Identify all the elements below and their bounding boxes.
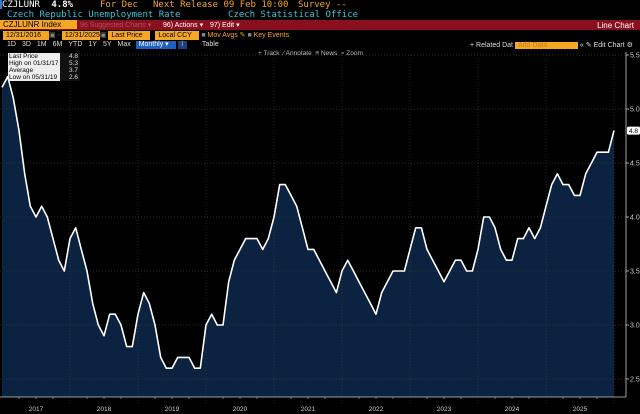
zoom-button[interactable]: ⌕ Zoom: [340, 50, 363, 57]
related-data-button[interactable]: + Related Dat: [470, 42, 513, 49]
mov-avgs-label: Mov Avgs: [207, 32, 238, 39]
legend-label: High on 01/31/17: [8, 60, 60, 67]
legend-label: Last Price: [8, 53, 60, 60]
pencil-icon[interactable]: ✎: [237, 32, 248, 39]
track-button[interactable]: + Track: [258, 50, 280, 57]
x-tick-label: 2020: [233, 406, 248, 413]
x-tick-label: 2022: [369, 406, 384, 413]
table-button[interactable]: Table: [202, 41, 219, 48]
chart-icon[interactable]: ⌇: [177, 41, 188, 49]
range-6m[interactable]: 6M: [52, 41, 63, 48]
chart-legend: Last Price 4.8 High on 01/31/17 5.3 Averag…: [8, 53, 80, 81]
y-tick-label: 2.5: [630, 377, 640, 384]
end-date-input[interactable]: 12/31/2025: [61, 31, 100, 40]
x-tick-label: 2025: [573, 406, 588, 413]
legend-item: Low on 05/31/19 2.6: [8, 74, 80, 81]
legend-item: High on 01/31/17 5.3: [8, 60, 80, 67]
range-max[interactable]: Max: [117, 41, 131, 48]
x-tick-label: 2023: [437, 406, 452, 413]
series-line: [1, 75, 615, 370]
news-button[interactable]: ≡ News: [315, 50, 338, 57]
x-tick-label: 2024: [505, 406, 520, 413]
legend-value: 5.3: [68, 60, 78, 67]
suggested-charts-button[interactable]: 96 Suggested Charts ▾: [80, 22, 152, 29]
y-tick-label: 4.0: [630, 215, 640, 222]
key-events-label: Key Events: [253, 32, 290, 39]
y-tick-label: 5.5: [630, 53, 640, 60]
zoom-label: Zoom: [346, 50, 363, 57]
legend-item: Last Price 4.8: [8, 53, 80, 60]
next-release: Next Release 09 Feb 10:00: [153, 0, 289, 10]
ticker: CZJLUNR: [2, 0, 40, 10]
edit-chart-button[interactable]: ✎ Edit Chart: [585, 42, 625, 49]
y-tick-label: 5.0: [630, 107, 640, 114]
legend-label: Low on 05/31/19: [8, 74, 60, 81]
range-3d[interactable]: 3D: [21, 41, 31, 48]
action-bar: CZJLUNR Index 96 Suggested Charts ▾ 96) …: [0, 20, 640, 30]
area-fill: [2, 76, 615, 397]
field-select[interactable]: Last Price: [108, 31, 151, 40]
range-ytd[interactable]: YTD: [68, 41, 83, 48]
last-value-badge: [627, 126, 640, 135]
gear-icon[interactable]: ⚙: [626, 42, 633, 49]
collapse-icon[interactable]: «: [579, 42, 584, 49]
legend-value: 3.7: [68, 67, 78, 74]
period: For Dec: [100, 0, 138, 10]
legend-value: 4.8: [68, 53, 78, 60]
add-data-input[interactable]: Add Data: [514, 42, 578, 49]
x-tick-label: 2017: [29, 406, 44, 413]
security-field[interactable]: CZJLUNR Index: [0, 20, 77, 29]
x-tick-label: 2018: [97, 406, 112, 413]
legend-item: Average 3.7: [8, 67, 80, 74]
security-name: Czech Republic Unemployment Rate: [7, 10, 181, 20]
data-source: Czech Statistical Office: [228, 10, 359, 20]
last-value-label: 4.8: [629, 128, 638, 135]
currency-select[interactable]: Local CCY: [155, 31, 200, 40]
annotate-label: Annotate: [285, 50, 312, 57]
start-date-input[interactable]: 12/31/2016: [3, 31, 49, 40]
x-tick-label: 2021: [301, 406, 316, 413]
header-row: CZJLUNR 4.8%: [0, 0, 73, 10]
right-toolbar: + Related Dat Add Data « ✎ Edit Chart ⚙: [470, 41, 633, 49]
chart-type-label: Line Chart: [597, 21, 634, 30]
chart-tools: + Track ⁄ Annotate ≡ News ⌕ Zoom: [258, 50, 363, 57]
range-1y[interactable]: 1Y: [88, 41, 97, 48]
y-tick-label: 3.5: [630, 269, 640, 276]
range-row: 1D 3D 1M 6M YTD 1Y 5Y Max Monthly ▾ ⌇ Table: [4, 41, 222, 49]
news-label: News: [320, 50, 338, 57]
legend-value: 2.6: [68, 74, 78, 81]
survey: Survey --: [298, 0, 347, 10]
x-tick-label: 2019: [165, 406, 180, 413]
date-row: 12/31/2016 ▣ - 12/31/2025▣ Last Price Loc…: [3, 31, 289, 40]
range-1m[interactable]: 1M: [36, 41, 47, 48]
range-1d[interactable]: 1D: [7, 41, 16, 48]
annotate-button[interactable]: ⁄ Annotate: [283, 50, 312, 57]
last-value: 4.8%: [51, 0, 74, 10]
mov-avgs-checkbox[interactable]: ■: [201, 32, 206, 39]
y-tick-label: 3.0: [630, 323, 640, 330]
edit-menu[interactable]: 97) Edit ▾: [210, 22, 240, 29]
y-tick-label: 4.5: [630, 161, 640, 168]
key-events-checkbox[interactable]: ■: [247, 32, 252, 39]
legend-label: Average: [8, 67, 60, 74]
actions-menu[interactable]: 96) Actions ▾: [163, 22, 204, 29]
edit-chart-label: Edit Chart: [593, 42, 625, 49]
range-5y[interactable]: 5Y: [102, 41, 112, 48]
frequency-select[interactable]: Monthly ▾: [135, 41, 176, 49]
